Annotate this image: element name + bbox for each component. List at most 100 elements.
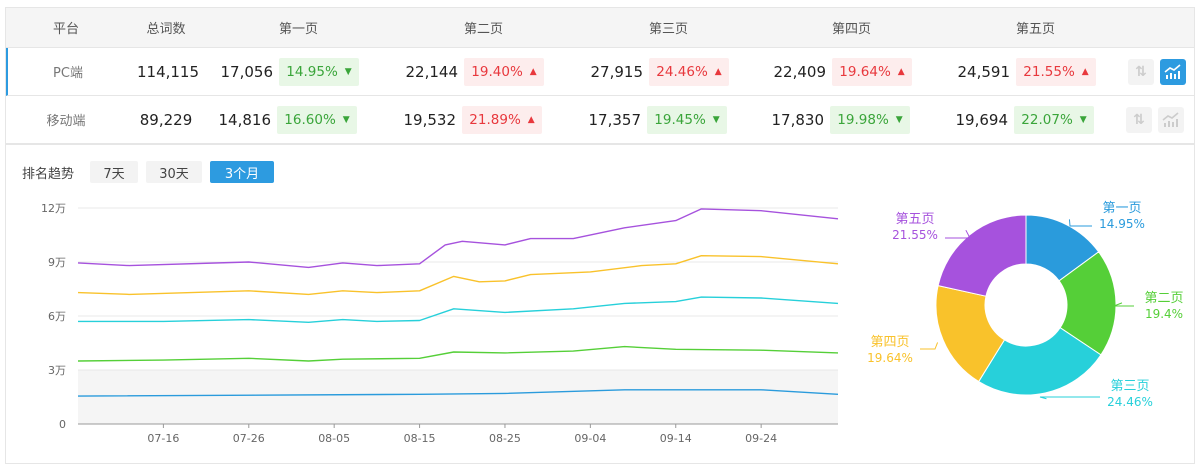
x-tick-label: 08-15 <box>404 432 436 445</box>
percent-badge: 21.89% ▲ <box>462 105 542 134</box>
table-header: 平台 总词数 第一页 第二页 第三页 第四页 第五页 <box>6 8 1194 48</box>
percent-value: 19.40% <box>471 63 523 80</box>
triangle-down-icon: ▼ <box>1079 114 1087 125</box>
x-tick-label: 09-24 <box>745 432 777 445</box>
y-tick-label: 0 <box>59 418 66 431</box>
triangle-down-icon: ▼ <box>342 114 350 125</box>
x-tick-label: 08-25 <box>489 432 521 445</box>
sort-arrows-icon[interactable]: ⇅ <box>1128 59 1154 85</box>
triangle-down-icon: ▼ <box>344 66 352 77</box>
triangle-down-icon: ▼ <box>895 114 903 125</box>
page-cell: 22,144 19.40% ▲ <box>388 48 573 95</box>
page-cell: 14,816 16.60% ▼ <box>201 96 386 143</box>
percent-value: 19.98% <box>837 111 889 128</box>
percent-badge: 19.98% ▼ <box>830 105 910 134</box>
range-7d-button[interactable]: 7天 <box>90 161 138 183</box>
trend-panel: 排名趋势 7天 30天 3个月 <box>5 145 1195 464</box>
percent-badge: 19.64% ▲ <box>832 57 912 86</box>
page-count: 19,532 <box>403 110 457 129</box>
series-line-5 <box>77 389 839 397</box>
pie-label: 第四页 <box>870 335 909 350</box>
pie-label: 第二页 <box>1144 291 1183 306</box>
table-row[interactable]: 移动端 89,229 14,816 16.60% ▼ 19,532 21.89% ▲… <box>6 96 1194 144</box>
sort-arrows-icon[interactable]: ⇅ <box>1126 107 1152 133</box>
y-tick-label: 3万 <box>48 364 66 377</box>
percent-badge: 19.40% ▲ <box>464 57 544 86</box>
header-page5: 第五页 <box>1015 22 1055 37</box>
ranking-table: 平台 总词数 第一页 第二页 第三页 第四页 第五页 PC端 114,115 1… <box>5 7 1195 145</box>
series-line-3 <box>78 296 839 323</box>
triangle-up-icon: ▲ <box>897 66 905 77</box>
pie-slice-5 <box>937 214 1027 297</box>
page-count: 17,357 <box>588 110 642 129</box>
pie-label: 第一页 <box>1102 201 1141 216</box>
pie-value: 19.64% <box>867 351 913 365</box>
page-cell: 22,409 19.64% ▲ <box>756 48 941 95</box>
pie-value: 14.95% <box>1099 217 1145 231</box>
page-count: 22,144 <box>405 62 459 81</box>
page-cell: 17,357 19.45% ▼ <box>571 96 756 143</box>
y-tick-label: 12万 <box>41 202 66 215</box>
header-page2: 第二页 <box>463 22 503 37</box>
page-count: 17,056 <box>220 62 274 81</box>
label-line <box>1039 396 1100 400</box>
percent-value: 21.55% <box>1023 63 1075 80</box>
trend-chart-icon[interactable] <box>1160 59 1186 85</box>
percent-value: 19.64% <box>839 63 891 80</box>
x-tick-label: 08-05 <box>318 432 350 445</box>
page-count: 19,694 <box>955 110 1009 129</box>
label-line <box>1113 302 1134 307</box>
page-count: 24,591 <box>957 62 1011 81</box>
y-tick-label: 9万 <box>48 256 66 269</box>
page-cell: 17,056 14.95% ▼ <box>203 48 388 95</box>
series-line-2 <box>77 254 839 296</box>
x-tick-label: 07-26 <box>233 432 265 445</box>
page-count: 22,409 <box>773 62 827 81</box>
x-tick-label: 09-14 <box>660 432 692 445</box>
page-cell: 19,532 21.89% ▲ <box>386 96 571 143</box>
page-cell: 19,694 22.07% ▼ <box>938 96 1123 143</box>
page-cell: 17,830 19.98% ▼ <box>754 96 939 143</box>
platform-name: PC端 <box>53 66 83 81</box>
page-cell: 24,591 21.55% ▲ <box>940 48 1125 95</box>
percent-value: 24.46% <box>656 63 708 80</box>
x-tick-label: 07-16 <box>147 432 179 445</box>
range-3m-button[interactable]: 3个月 <box>210 161 274 183</box>
pie-value: 19.4% <box>1145 307 1183 321</box>
percent-value: 19.45% <box>654 111 706 128</box>
pie-value: 21.55% <box>892 228 938 242</box>
pie-slice-4 <box>935 285 1006 383</box>
page-count: 17,830 <box>771 110 825 129</box>
pie-value: 24.46% <box>1107 395 1153 409</box>
label-line <box>945 229 971 239</box>
range-30d-button[interactable]: 30天 <box>146 161 202 183</box>
header-page4: 第四页 <box>831 22 871 37</box>
table-row[interactable]: PC端 114,115 17,056 14.95% ▼ 22,144 19.40%… <box>6 48 1194 96</box>
percent-value: 21.89% <box>469 111 521 128</box>
header-platform: 平台 <box>52 22 79 37</box>
percent-value: 16.60% <box>284 111 336 128</box>
series-line-4 <box>77 345 839 362</box>
percent-value: 22.07% <box>1021 111 1073 128</box>
page-cell: 27,915 24.46% ▲ <box>573 48 758 95</box>
page-count: 14,816 <box>218 110 272 129</box>
percent-badge: 14.95% ▼ <box>279 57 359 86</box>
total-count: 89,229 <box>139 110 193 129</box>
pie-label: 第三页 <box>1110 379 1149 394</box>
triangle-up-icon: ▲ <box>527 114 535 125</box>
platform-name: 移动端 <box>46 114 86 129</box>
header-page1: 第一页 <box>278 22 318 37</box>
percent-badge: 24.46% ▲ <box>649 57 729 86</box>
series-line-1 <box>77 208 839 269</box>
y-tick-label: 6万 <box>48 310 66 323</box>
shaded-band <box>78 370 838 424</box>
label-line <box>1068 219 1092 227</box>
total-count: 114,115 <box>136 62 200 81</box>
percent-badge: 22.07% ▼ <box>1014 105 1094 134</box>
header-total: 总词数 <box>146 22 186 37</box>
pie-slice-3 <box>977 327 1102 396</box>
triangle-up-icon: ▲ <box>529 66 537 77</box>
trend-chart-icon[interactable] <box>1158 107 1184 133</box>
trend-title: 排名趋势 <box>22 167 75 182</box>
